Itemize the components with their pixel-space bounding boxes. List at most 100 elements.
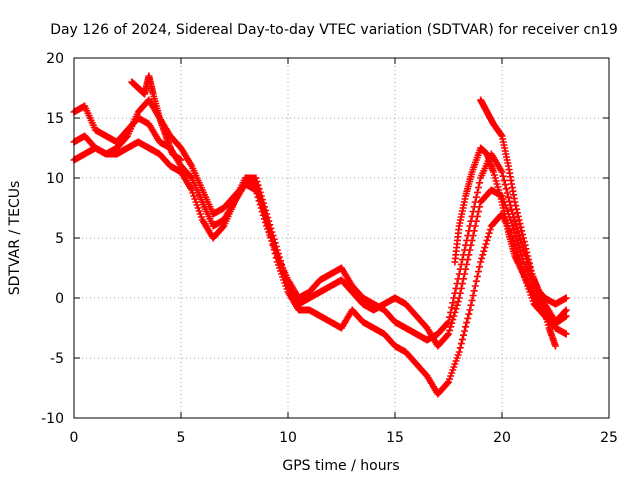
data-point [502,185,510,193]
data-point [464,232,472,240]
data-point [458,335,466,343]
series-track-6 [477,96,559,350]
data-point [552,342,559,350]
data-point [513,224,521,232]
data-point [464,314,472,322]
data-point [519,234,527,242]
data-point [513,236,521,244]
data-point [485,229,493,237]
x-tick-label: 10 [279,430,297,446]
data-point [473,272,481,280]
data-point [459,331,467,339]
grid-lines [74,58,609,418]
data-point [462,241,470,249]
data-point [257,204,265,212]
data-point [483,236,491,244]
data-point [501,181,509,189]
y-tick-label: -5 [50,351,64,367]
data-point [500,176,508,184]
data-point [445,318,452,326]
series-track-4 [128,72,185,164]
data-point [443,331,451,339]
data-point [463,319,471,327]
data-point [445,330,452,338]
data-point [562,312,570,320]
data-point [455,270,463,278]
data-point [450,312,458,320]
y-tick-label: 10 [46,171,64,187]
data-point [518,227,526,235]
data-point [562,294,570,302]
data-point [511,217,519,225]
x-axis-label: GPS time / hours [282,458,399,474]
data-point [457,340,465,348]
data-point [255,197,263,205]
data-point [516,220,524,228]
data-point [515,216,523,224]
data-point [262,218,270,226]
series-track-5 [451,144,570,326]
data-point [446,313,454,321]
data-point [254,193,262,201]
data-point [499,172,507,180]
data-point [258,208,266,216]
data-point [512,233,520,241]
data-point [521,241,529,249]
y-tick-label: 20 [46,51,64,67]
data-point [461,327,469,335]
data-point [259,211,267,219]
data-point [471,282,479,290]
data-point [514,212,522,220]
x-tick-label: 5 [177,430,186,446]
x-tick-label: 25 [600,430,618,446]
data-point [449,299,457,307]
data-point [467,217,475,225]
data-point [177,156,185,164]
data-point [453,280,461,288]
data-point [562,330,570,338]
y-tick-label: -10 [41,411,64,427]
data-point [515,232,523,240]
data-point [504,193,512,201]
data-point [486,226,494,234]
data-point [454,298,462,306]
data-point [525,256,533,264]
data-point [527,266,535,274]
data-point [450,294,458,302]
y-tick-label: 5 [55,231,64,247]
data-point [513,209,521,217]
data-point [448,304,456,312]
data-point [519,230,527,238]
data-point [520,238,528,246]
chart-title: Day 126 of 2024, Sidereal Day-to-day VTE… [50,22,618,38]
data-point [509,210,517,218]
data-point [252,180,260,188]
data-point [463,236,471,244]
data-point [452,284,460,292]
data-point [503,189,511,197]
data-point [473,188,481,196]
data-point [454,275,462,283]
data-point [187,173,195,181]
data-point [455,348,463,356]
data-point [476,179,484,187]
data-point [497,131,505,139]
data-point [252,174,260,182]
data-point [456,344,464,352]
data-point [516,247,524,255]
data-point [470,287,478,295]
data-point [562,306,570,314]
y-tick-labels: -10 -5 0 5 10 15 20 [41,51,64,427]
data-point [513,205,521,213]
data-point [472,193,480,201]
data-point [472,277,480,285]
series-track-1 [70,102,570,350]
data-point [260,215,268,223]
data-point [479,251,487,259]
data-point [459,251,467,259]
data-point [451,289,459,297]
data-point [447,323,455,331]
data-point [480,247,488,255]
data-point [453,301,461,309]
